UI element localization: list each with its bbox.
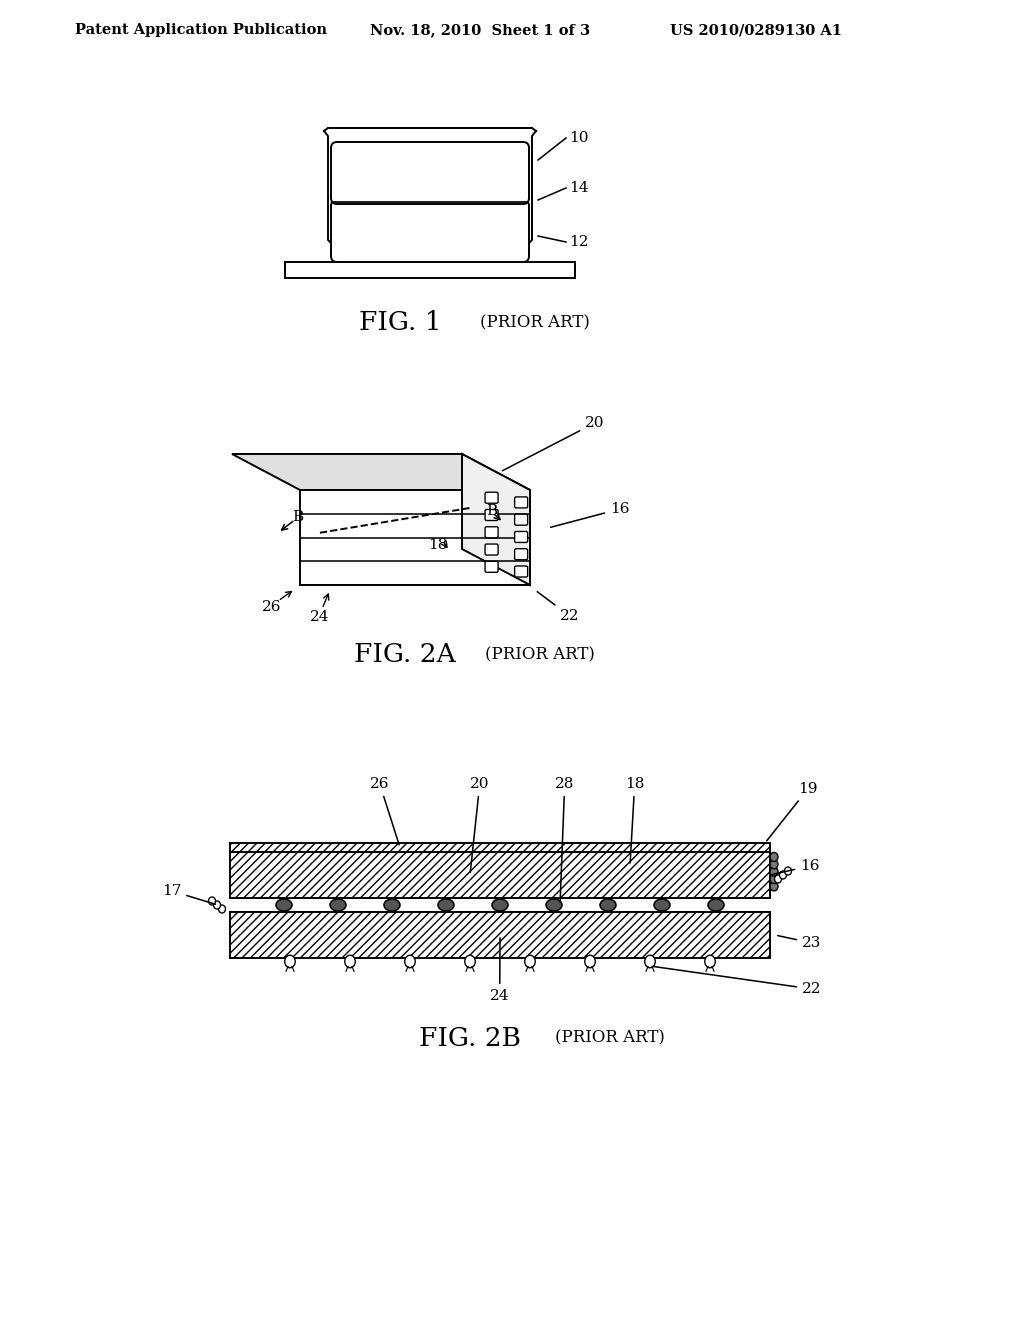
Ellipse shape [585,956,595,968]
Text: 22: 22 [538,591,580,623]
Text: 17: 17 [162,884,215,904]
FancyBboxPatch shape [515,532,527,543]
Ellipse shape [213,902,220,909]
Ellipse shape [285,956,295,968]
Ellipse shape [645,956,655,968]
Ellipse shape [770,882,778,891]
Text: B: B [293,510,303,524]
Text: 14: 14 [569,181,589,195]
Ellipse shape [770,853,778,862]
Polygon shape [232,454,530,490]
Text: Nov. 18, 2010  Sheet 1 of 3: Nov. 18, 2010 Sheet 1 of 3 [370,22,590,37]
Ellipse shape [779,871,786,879]
Text: (PRIOR ART): (PRIOR ART) [555,1030,665,1047]
Ellipse shape [524,956,536,968]
FancyBboxPatch shape [485,544,498,554]
Bar [285,261,575,279]
Text: FIG. 2B: FIG. 2B [419,1026,521,1051]
Text: 22: 22 [652,966,821,997]
Ellipse shape [438,899,454,911]
Text: US 2010/0289130 A1: US 2010/0289130 A1 [670,22,842,37]
Text: 20: 20 [470,777,489,873]
Text: 18: 18 [625,777,644,863]
FancyBboxPatch shape [485,492,498,503]
Text: 19: 19 [767,781,817,841]
Text: Patent Application Publication: Patent Application Publication [75,22,327,37]
FancyBboxPatch shape [515,515,527,525]
Ellipse shape [600,899,616,911]
Ellipse shape [546,899,562,911]
Text: FIG. 1: FIG. 1 [358,310,441,335]
Ellipse shape [705,956,715,968]
Text: 20: 20 [503,416,604,471]
FancyBboxPatch shape [331,201,529,261]
Ellipse shape [465,956,475,968]
FancyBboxPatch shape [485,527,498,537]
FancyBboxPatch shape [485,561,498,573]
Polygon shape [300,490,530,585]
Text: FIG. 2A: FIG. 2A [354,643,456,668]
Text: 16: 16 [773,859,819,874]
Polygon shape [462,454,530,585]
Bar [230,912,770,958]
Text: 18: 18 [428,537,447,552]
FancyBboxPatch shape [485,510,498,520]
Text: 12: 12 [569,235,589,249]
FancyBboxPatch shape [515,496,527,508]
Text: (PRIOR ART): (PRIOR ART) [480,314,590,331]
Text: 24: 24 [310,610,330,624]
Ellipse shape [404,956,416,968]
Ellipse shape [218,906,225,913]
Ellipse shape [492,899,508,911]
Text: B: B [485,503,497,517]
FancyBboxPatch shape [515,566,527,577]
Text: 16: 16 [551,502,630,527]
Ellipse shape [209,898,215,906]
Ellipse shape [345,956,355,968]
Ellipse shape [774,875,781,883]
Text: 23: 23 [777,936,821,950]
Ellipse shape [384,899,400,911]
Bar [230,843,770,851]
Text: 26: 26 [370,777,399,845]
Text: 26: 26 [262,601,282,614]
Text: 24: 24 [490,937,510,1003]
Bar [230,851,770,898]
FancyBboxPatch shape [331,143,529,205]
Ellipse shape [276,899,292,911]
Ellipse shape [770,875,778,883]
Ellipse shape [708,899,724,911]
Text: 28: 28 [555,777,574,903]
Ellipse shape [784,867,792,875]
Text: 10: 10 [569,131,589,145]
Ellipse shape [654,899,670,911]
Ellipse shape [330,899,346,911]
FancyBboxPatch shape [515,549,527,560]
Text: (PRIOR ART): (PRIOR ART) [485,647,595,664]
Ellipse shape [770,859,778,869]
Ellipse shape [770,867,778,876]
